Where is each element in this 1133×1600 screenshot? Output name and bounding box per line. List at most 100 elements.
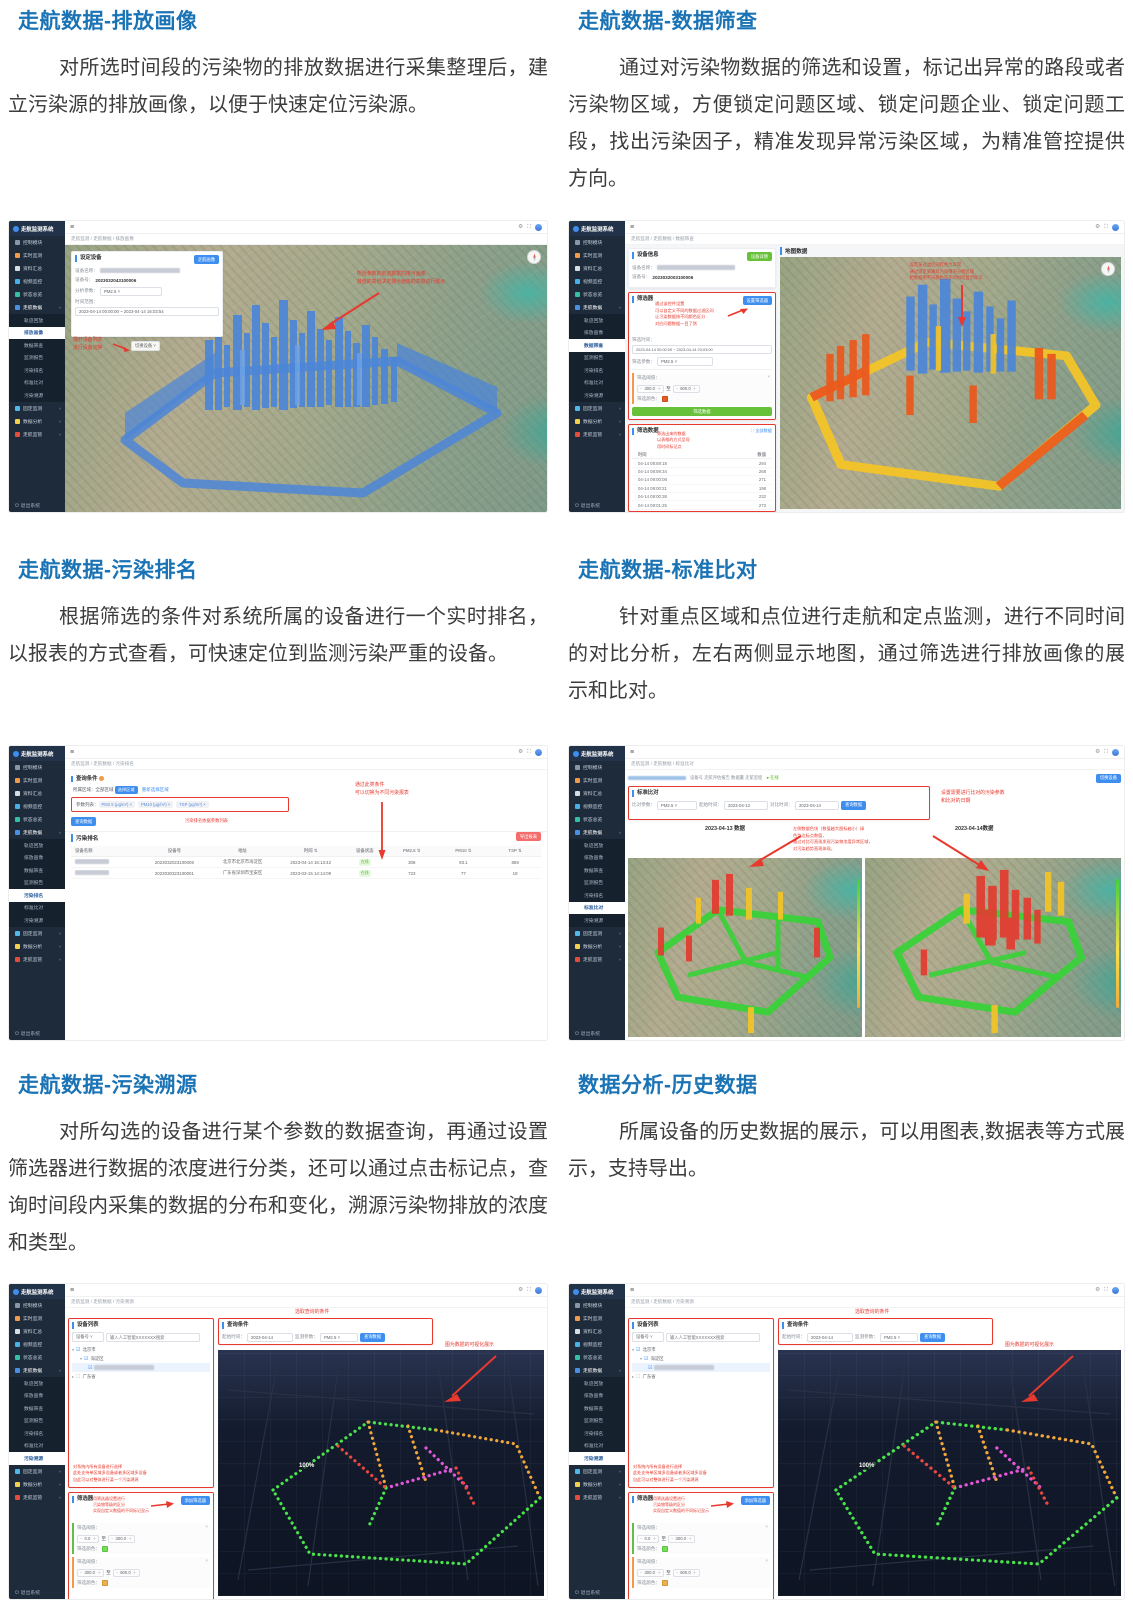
all-data-link[interactable]: ⛶ 全部数据 [751,428,772,433]
data-row[interactable]: 04-14 09:00:08 271 [632,476,772,485]
sidebar-subitem[interactable]: 数据筛查 [584,868,604,874]
sidebar-subitem[interactable]: 监测报告 [24,881,44,887]
sidebar-item-zouhang-data[interactable]: 走航数据 ˄ [9,1364,65,1377]
table-row[interactable]: 2023032023100006 北京市北京市海淀区 2023-04-14 16… [71,857,541,868]
map-trace[interactable]: 100% [778,1350,1121,1596]
search-type-select[interactable]: 设备号 ˅ [632,1332,664,1342]
search-type-select[interactable]: 设备号 ˅ [72,1332,104,1342]
sidebar-subitem[interactable]: 轨迹回放 [584,1381,604,1387]
sidebar-item[interactable]: 资料汇总 [569,1325,625,1338]
sidebar-subitem[interactable]: 标准比对 [24,381,44,387]
sidebar-subitem[interactable]: 轨迹回放 [584,318,604,324]
filter-color-swatch[interactable] [661,396,668,402]
export-report-button[interactable]: 导出报表 [515,832,541,841]
sidebar-subitem[interactable]: 污染排名 [584,368,604,374]
sidebar-item[interactable]: 视频监控 [569,275,625,288]
sidebar-item[interactable]: 实时监测 [569,1312,625,1325]
sidebar-subitem[interactable]: 污染排名 [24,368,44,374]
fullscreen-icon[interactable]: ⛶ [527,1286,531,1293]
param-chip[interactable]: PM10 (μg/m³) × [137,801,174,808]
apply-filter-button[interactable]: 筛选数据 [632,407,772,416]
sidebar-subitem[interactable]: 监测报告 [584,1419,604,1425]
close-icon[interactable]: × [205,1524,208,1529]
sidebar-item-zouhang-data[interactable]: 走航数据 ˄ [9,301,65,314]
filter-color-swatch[interactable] [661,1580,668,1586]
sidebar-subitem[interactable]: 监测报告 [584,356,604,362]
sidebar-group-item[interactable]: 数据分析 ˅ [569,1478,625,1491]
sidebar-subitem[interactable]: 排放画像 [584,1394,604,1400]
sidebar-item[interactable]: 状态总览 [569,1351,625,1364]
sidebar-item[interactable]: 资料汇总 [569,787,625,800]
threshold-min-stepper[interactable]: −300.0 ＋ [637,1568,665,1577]
param-select[interactable]: PM2.5 ˅ [879,1332,918,1342]
param-select[interactable]: PM2.5 ˅ [319,1332,358,1342]
close-icon[interactable]: × [767,374,770,379]
threshold-max-stepper[interactable]: −600.0 ＋ [112,1568,140,1577]
sidebar-subitem[interactable]: 污染排名 [584,893,604,899]
avatar[interactable] [535,748,542,756]
switch-device-button[interactable]: 切换设备 [1095,773,1121,783]
sidebar-item-logout[interactable]: ⏻ 退出系统 [575,1031,600,1038]
menu-collapse-icon[interactable]: ≡ [70,748,75,756]
tree-node-province[interactable]: ▸ ☐ 广东省 [632,1373,656,1380]
fullscreen-icon[interactable]: ⛶ [527,748,531,755]
sidebar-item[interactable]: 视频监控 [569,1338,625,1351]
close-icon[interactable]: × [765,1524,768,1529]
threshold-max-stepper[interactable]: −300.0 ＋ [668,1534,696,1543]
avatar[interactable] [1112,748,1119,756]
query-button[interactable]: 查询数据 [71,817,97,826]
threshold-max-stepper[interactable]: −600.0 ＋ [672,1568,700,1577]
sidebar-item[interactable]: 控制模块 [569,236,625,249]
close-icon[interactable]: × [205,1558,208,1563]
settings-icon[interactable]: ⚙ [518,749,524,755]
add-filter-button[interactable]: 添加筛选器 [740,1496,770,1505]
query-button[interactable]: 查询数据 [919,1332,946,1342]
sidebar-item-zouhang-data[interactable]: 走航数据 ˄ [569,1364,625,1377]
sidebar-item-zouhang-data[interactable]: 走航数据 ˄ [9,826,65,839]
sidebar-item[interactable]: 控制模块 [9,761,65,774]
sidebar-subitem[interactable]: 标准比对 [584,1444,604,1450]
sidebar-item[interactable]: 状态总览 [9,1351,65,1364]
param-chip[interactable]: TSP (μg/m³) × [176,801,209,808]
sidebar-subitem[interactable]: 污染溯源 [24,393,44,399]
param-chip[interactable]: PM2.5 (μg/m³) × [98,801,135,808]
settings-icon[interactable]: ⚙ [518,224,524,230]
device-search-input[interactable] [666,1332,760,1342]
tree-node-city[interactable]: ▾ ☑ 北京市 [72,1346,96,1353]
switch-device-dropdown[interactable]: 切换设备 ˅ [131,341,160,351]
sidebar-item-logout[interactable]: ⏻ 退出系统 [15,1590,40,1597]
map-compare-left[interactable] [628,858,862,1037]
sidebar-subitem[interactable]: 标准比对 [584,381,604,387]
settings-icon[interactable]: ⚙ [1095,224,1101,230]
sidebar-subitem[interactable]: 监测报告 [584,881,604,887]
select-region-button[interactable]: 选择区域 [114,786,138,794]
threshold-min-stepper[interactable]: −300.0 ＋ [637,384,665,393]
threshold-max-stepper[interactable]: −300.0 ＋ [108,1534,136,1543]
menu-collapse-icon[interactable]: ≡ [70,1286,75,1294]
sidebar-group-item[interactable]: 固定监测 ˅ [9,1465,65,1478]
sidebar-item[interactable]: 控制模块 [9,1299,65,1312]
sidebar-group-item[interactable]: 走航监管 ˅ [9,1491,65,1504]
sidebar-group-item[interactable]: 数据分析 ˅ [569,940,625,953]
sidebar-item[interactable]: 实时监测 [569,249,625,262]
settings-icon[interactable]: ⚙ [1095,749,1101,755]
query-button[interactable]: 查询数据 [359,1332,386,1342]
data-row[interactable]: 04-14 09:00:38 232 [632,493,772,502]
sidebar-item[interactable]: 实时监测 [9,249,65,262]
avatar[interactable] [535,1286,542,1294]
sidebar-group-item[interactable]: 固定监测 ˅ [9,402,65,415]
sidebar-subitem[interactable]: 排放画像 [24,1394,44,1400]
sidebar-group-item[interactable]: 数据分析 ˅ [9,415,65,428]
avatar[interactable] [1112,223,1119,231]
settings-icon[interactable]: ⚙ [1095,1287,1101,1293]
compass-icon[interactable] [1101,262,1115,276]
avatar[interactable] [535,223,542,231]
table-row[interactable]: 2023030323100001 广东省深圳市宝安区 2023-03-15 14… [71,868,541,879]
sidebar-group-item[interactable]: 走航监管 ˅ [569,428,625,441]
reselect-region-link[interactable]: 重新选择区域 [141,787,169,792]
filter-color-swatch[interactable] [101,1546,108,1552]
sidebar-subitem[interactable]: 数据筛查 [569,339,625,352]
sidebar-item-logout[interactable]: ⏻ 退出系统 [15,1031,40,1038]
filter-time-input[interactable]: 2023-04-14 00:00:00 ~ 2023-04-14 20:03:0… [632,344,772,354]
set-filter-button[interactable]: 设置筛选器 [742,296,772,305]
